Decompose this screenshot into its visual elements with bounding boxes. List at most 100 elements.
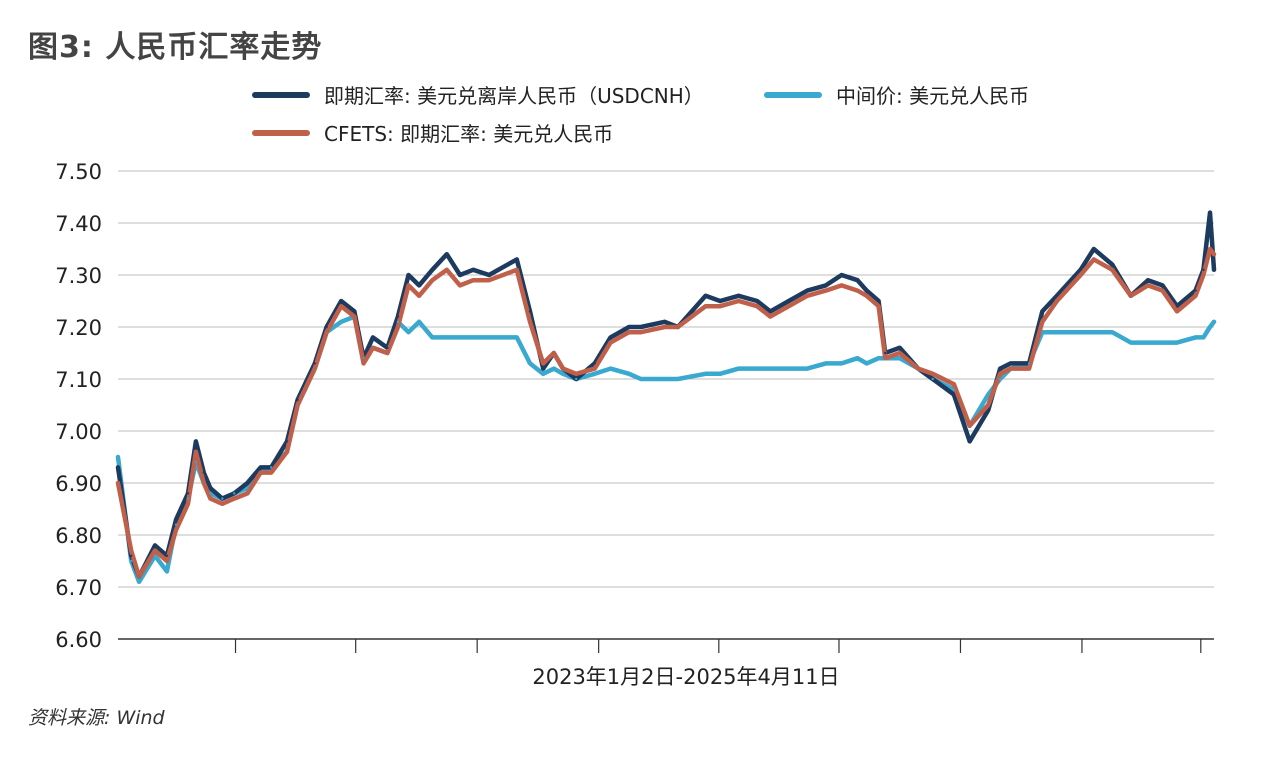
data-point bbox=[1009, 367, 1012, 370]
data-point bbox=[259, 471, 262, 474]
data-point bbox=[1175, 341, 1179, 344]
data-point bbox=[165, 559, 169, 563]
data-point bbox=[986, 403, 990, 407]
data-point bbox=[877, 299, 880, 303]
data-point bbox=[663, 377, 666, 381]
data-point bbox=[407, 284, 410, 287]
data-point bbox=[931, 372, 934, 375]
data-point bbox=[541, 362, 545, 365]
data-point bbox=[840, 284, 843, 287]
data-point bbox=[824, 289, 827, 292]
data-point bbox=[663, 325, 666, 329]
data-point bbox=[130, 549, 133, 552]
data-point bbox=[431, 268, 434, 271]
data-point bbox=[609, 367, 612, 370]
data-point bbox=[130, 559, 133, 563]
y-tick-label: 6.70 bbox=[55, 576, 102, 600]
data-point bbox=[931, 377, 934, 381]
data-point bbox=[877, 357, 880, 360]
data-point bbox=[541, 372, 545, 375]
data-point bbox=[676, 377, 680, 381]
data-point bbox=[472, 336, 475, 339]
data-point bbox=[285, 450, 289, 453]
data-point bbox=[233, 497, 236, 500]
data-point bbox=[575, 372, 578, 375]
data-point bbox=[165, 570, 169, 573]
data-point bbox=[259, 466, 262, 469]
data-point bbox=[246, 492, 249, 495]
data-point bbox=[824, 284, 827, 287]
data-point bbox=[952, 388, 956, 391]
data-point bbox=[1041, 320, 1044, 323]
data-point bbox=[1194, 289, 1197, 292]
data-point bbox=[1146, 284, 1150, 287]
data-point bbox=[221, 502, 224, 505]
x-axis-label: 2023年1月2日-2025年4月11日 bbox=[532, 665, 839, 689]
data-point bbox=[704, 305, 707, 308]
data-point bbox=[487, 336, 491, 339]
data-point bbox=[472, 268, 475, 271]
data-point bbox=[840, 273, 843, 277]
data-point bbox=[313, 367, 316, 370]
data-point bbox=[209, 492, 212, 495]
data-point bbox=[737, 299, 740, 303]
data-point bbox=[1055, 331, 1059, 334]
line-chart: 7.50 7.40 7.30 7.20 7.10 7.00 6.90 6.80 6.70 6.60… bbox=[55, 160, 1217, 689]
data-point bbox=[174, 518, 178, 521]
data-point bbox=[1079, 273, 1082, 277]
data-point bbox=[186, 502, 190, 505]
data-point bbox=[116, 481, 120, 485]
y-tick-label: 6.90 bbox=[55, 472, 102, 496]
data-point bbox=[417, 320, 421, 323]
y-tick-label: 7.20 bbox=[55, 316, 102, 340]
data-point bbox=[968, 424, 971, 427]
data-point bbox=[1092, 258, 1096, 261]
data-point bbox=[472, 279, 475, 282]
source-note: 资料来源: Wind bbox=[28, 707, 165, 729]
data-point bbox=[755, 367, 759, 370]
data-point bbox=[386, 351, 389, 355]
data-point bbox=[269, 466, 273, 469]
data-point bbox=[593, 362, 596, 365]
y-tick-label: 6.60 bbox=[55, 628, 102, 652]
data-point bbox=[1027, 362, 1031, 365]
data-point bbox=[1175, 305, 1179, 308]
data-point bbox=[246, 481, 249, 485]
data-point bbox=[153, 554, 157, 557]
legend-swatch-cfets bbox=[252, 129, 310, 136]
data-point bbox=[445, 268, 448, 271]
data-point bbox=[952, 383, 956, 386]
data-point bbox=[194, 461, 198, 464]
data-point bbox=[1041, 310, 1044, 313]
data-point bbox=[1212, 253, 1216, 256]
data-point bbox=[769, 367, 772, 370]
data-point bbox=[202, 471, 206, 474]
data-point bbox=[769, 315, 772, 318]
data-point bbox=[1175, 310, 1179, 313]
data-point bbox=[339, 299, 343, 303]
data-point bbox=[407, 331, 410, 334]
data-point bbox=[787, 299, 791, 303]
data-point bbox=[865, 294, 868, 297]
data-point bbox=[1079, 331, 1082, 334]
data-point bbox=[515, 258, 518, 261]
data-point bbox=[1111, 268, 1114, 271]
data-point bbox=[1161, 289, 1164, 292]
data-point bbox=[627, 331, 631, 334]
data-point bbox=[431, 336, 434, 339]
data-point bbox=[417, 294, 421, 297]
data-point bbox=[865, 289, 868, 292]
data-point bbox=[787, 305, 791, 308]
data-point bbox=[186, 497, 190, 500]
data-point bbox=[952, 393, 956, 396]
legend-label-cfets: CFETS: 即期汇率: 美元兑人民币 bbox=[324, 122, 614, 146]
data-point bbox=[487, 273, 491, 277]
legend-label-central-parity: 中间价: 美元兑人民币 bbox=[836, 84, 1030, 108]
data-point bbox=[371, 346, 375, 349]
data-point bbox=[1041, 331, 1044, 334]
data-point bbox=[998, 377, 1002, 381]
data-point bbox=[1092, 331, 1096, 334]
data-point bbox=[1208, 247, 1212, 251]
data-point bbox=[639, 325, 643, 329]
data-point bbox=[609, 341, 612, 344]
